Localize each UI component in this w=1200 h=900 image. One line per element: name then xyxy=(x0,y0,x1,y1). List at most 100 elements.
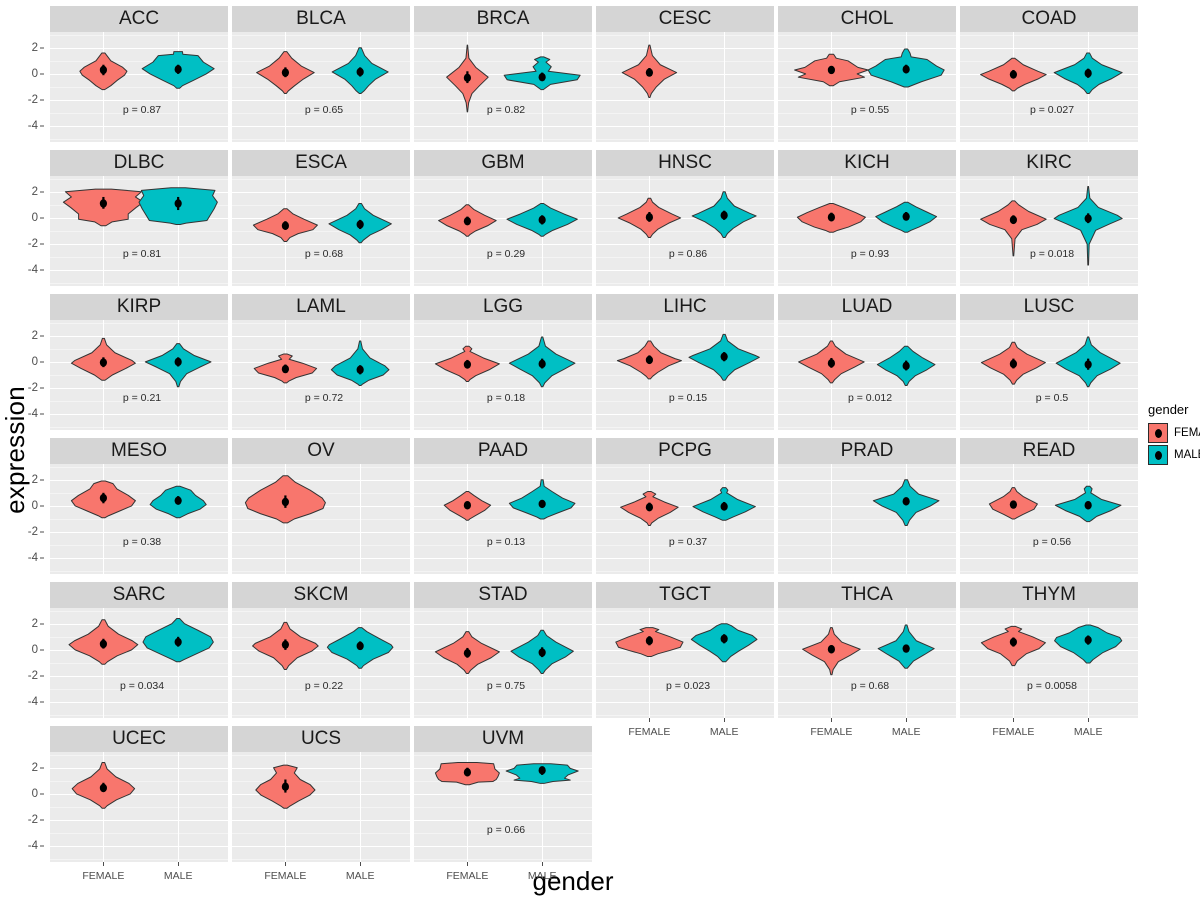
p-value-label: p = 0.72 xyxy=(304,392,344,404)
panel-plot-area: p = 0.5 xyxy=(960,320,1138,430)
gridline-major xyxy=(414,217,592,219)
violin-layer xyxy=(438,203,578,237)
y-tick-label: 0 xyxy=(31,67,38,80)
y-tick-label: 2 xyxy=(31,41,38,54)
gridline-major xyxy=(596,505,774,507)
violin-layer xyxy=(615,623,758,663)
gridline-major xyxy=(778,623,956,625)
gridline-minor xyxy=(778,113,956,115)
gridline-minor xyxy=(414,780,592,782)
panel-strip-label: SARC xyxy=(50,582,228,608)
gridline-minor xyxy=(778,492,956,494)
gridline-vertical xyxy=(103,464,105,574)
gridline-minor xyxy=(596,322,774,324)
gridline-minor xyxy=(414,466,592,468)
y-tick-label: 0 xyxy=(31,499,38,512)
gridline-major xyxy=(50,479,228,481)
gridline-major xyxy=(232,702,410,704)
violin-layer xyxy=(616,333,760,381)
gridline-major xyxy=(414,100,592,102)
x-tick-mark xyxy=(906,718,908,722)
gridline-vertical xyxy=(178,608,180,718)
p-value-label: p = 0.65 xyxy=(304,104,344,116)
panel-strip-label: HNSC xyxy=(596,150,774,176)
x-tick-label: FEMALE xyxy=(82,870,125,882)
median-point-male xyxy=(902,644,910,653)
panel-plot-area xyxy=(778,464,956,574)
gridline-minor xyxy=(232,231,410,232)
x-tick-label: MALE xyxy=(163,870,193,882)
facet-panel-thym: THYM p = 0.0058 FEMALE MALE xyxy=(960,582,1138,738)
gridline-major xyxy=(50,702,228,704)
gridline-major xyxy=(960,244,1138,246)
gridline-minor xyxy=(232,283,410,285)
legend-item-female[interactable]: FEMALE xyxy=(1148,423,1200,443)
y-tick-mark xyxy=(40,73,44,75)
panel-plot-area: p = 0.023 xyxy=(596,608,774,718)
gridline-major xyxy=(596,649,774,651)
y-tick-label: -4 xyxy=(27,696,38,709)
facet-panel-uvm: UVM p = 0.66 FEMALE MALE xyxy=(414,726,592,882)
x-tick-mark xyxy=(724,718,726,722)
gridline-major xyxy=(414,335,592,337)
x-tick-mark xyxy=(360,862,362,866)
gridline-major xyxy=(778,702,956,704)
y-axis-ticks: 2 0 -2 -4 xyxy=(0,608,46,718)
gridline-minor xyxy=(596,519,774,520)
median-point-male xyxy=(356,641,364,651)
gridline-major xyxy=(414,191,592,193)
panel-plot-area xyxy=(232,464,410,574)
gridline-minor xyxy=(414,636,592,638)
facet-panel-ov: OV xyxy=(232,438,410,574)
p-value-label: p = 0.81 xyxy=(122,248,162,260)
gridline-minor xyxy=(960,715,1138,717)
gridline-major xyxy=(778,414,956,416)
panel-strip-label: LUAD xyxy=(778,294,956,320)
facet-panel-luad: LUAD p = 0.012 xyxy=(778,294,956,430)
facet-row: 2 0 -2 -4 ACC p = 0.87 BLCA p = 0.65 BRCA p = 0.8… xyxy=(28,6,1142,166)
facet-panel-sarc: SARC p = 0.034 xyxy=(50,582,228,718)
panel-plot-area: p = 0.034 xyxy=(50,608,228,718)
gridline-minor xyxy=(414,689,592,691)
gridline-minor xyxy=(960,178,1138,180)
median-point-female xyxy=(463,648,471,658)
panel-strip-label: BRCA xyxy=(414,6,592,32)
gridline-minor xyxy=(232,60,410,62)
gridline-minor xyxy=(778,427,956,429)
median-point-female xyxy=(463,73,471,83)
legend-item-male[interactable]: MALE xyxy=(1148,445,1200,465)
gridline-major xyxy=(596,217,774,219)
violin-male xyxy=(508,479,576,520)
gridline-minor xyxy=(596,571,774,573)
gridline-minor xyxy=(50,545,228,547)
y-tick-mark xyxy=(40,269,44,271)
gridline-minor xyxy=(50,754,228,756)
panel-strip-label: KIRP xyxy=(50,294,228,320)
median-point-male xyxy=(174,637,182,647)
gridline-minor xyxy=(50,87,228,88)
gridline-major xyxy=(50,676,228,678)
facet-panel-kirp: KIRP p = 0.21 xyxy=(50,294,228,430)
median-point-female xyxy=(281,221,289,230)
gridline-minor xyxy=(50,780,228,782)
gridline-major xyxy=(596,270,774,272)
gridline-minor xyxy=(778,636,956,638)
gridline-major xyxy=(596,558,774,560)
gridline-minor xyxy=(414,833,592,835)
panel-plot-area: p = 0.15 xyxy=(596,320,774,430)
gridline-minor xyxy=(50,231,228,232)
median-point-female xyxy=(281,497,289,507)
gridline-minor xyxy=(50,401,228,403)
x-axis-ticks: FEMALE MALE xyxy=(50,862,228,884)
gridline-minor xyxy=(232,204,410,206)
p-value-label: p = 0.18 xyxy=(486,392,526,404)
violin-layer xyxy=(617,191,757,239)
y-axis-ticks: 2 0 -2 -4 xyxy=(0,320,46,430)
facet-panel-laml: LAML p = 0.72 xyxy=(232,294,410,430)
gridline-minor xyxy=(778,322,956,324)
panel-strip-label: DLBC xyxy=(50,150,228,176)
x-axis-ticks: FEMALE MALE xyxy=(778,718,956,740)
panel-plot-area: p = 0.13 xyxy=(414,464,592,574)
gridline-minor xyxy=(778,231,956,232)
gridline-major xyxy=(414,623,592,625)
